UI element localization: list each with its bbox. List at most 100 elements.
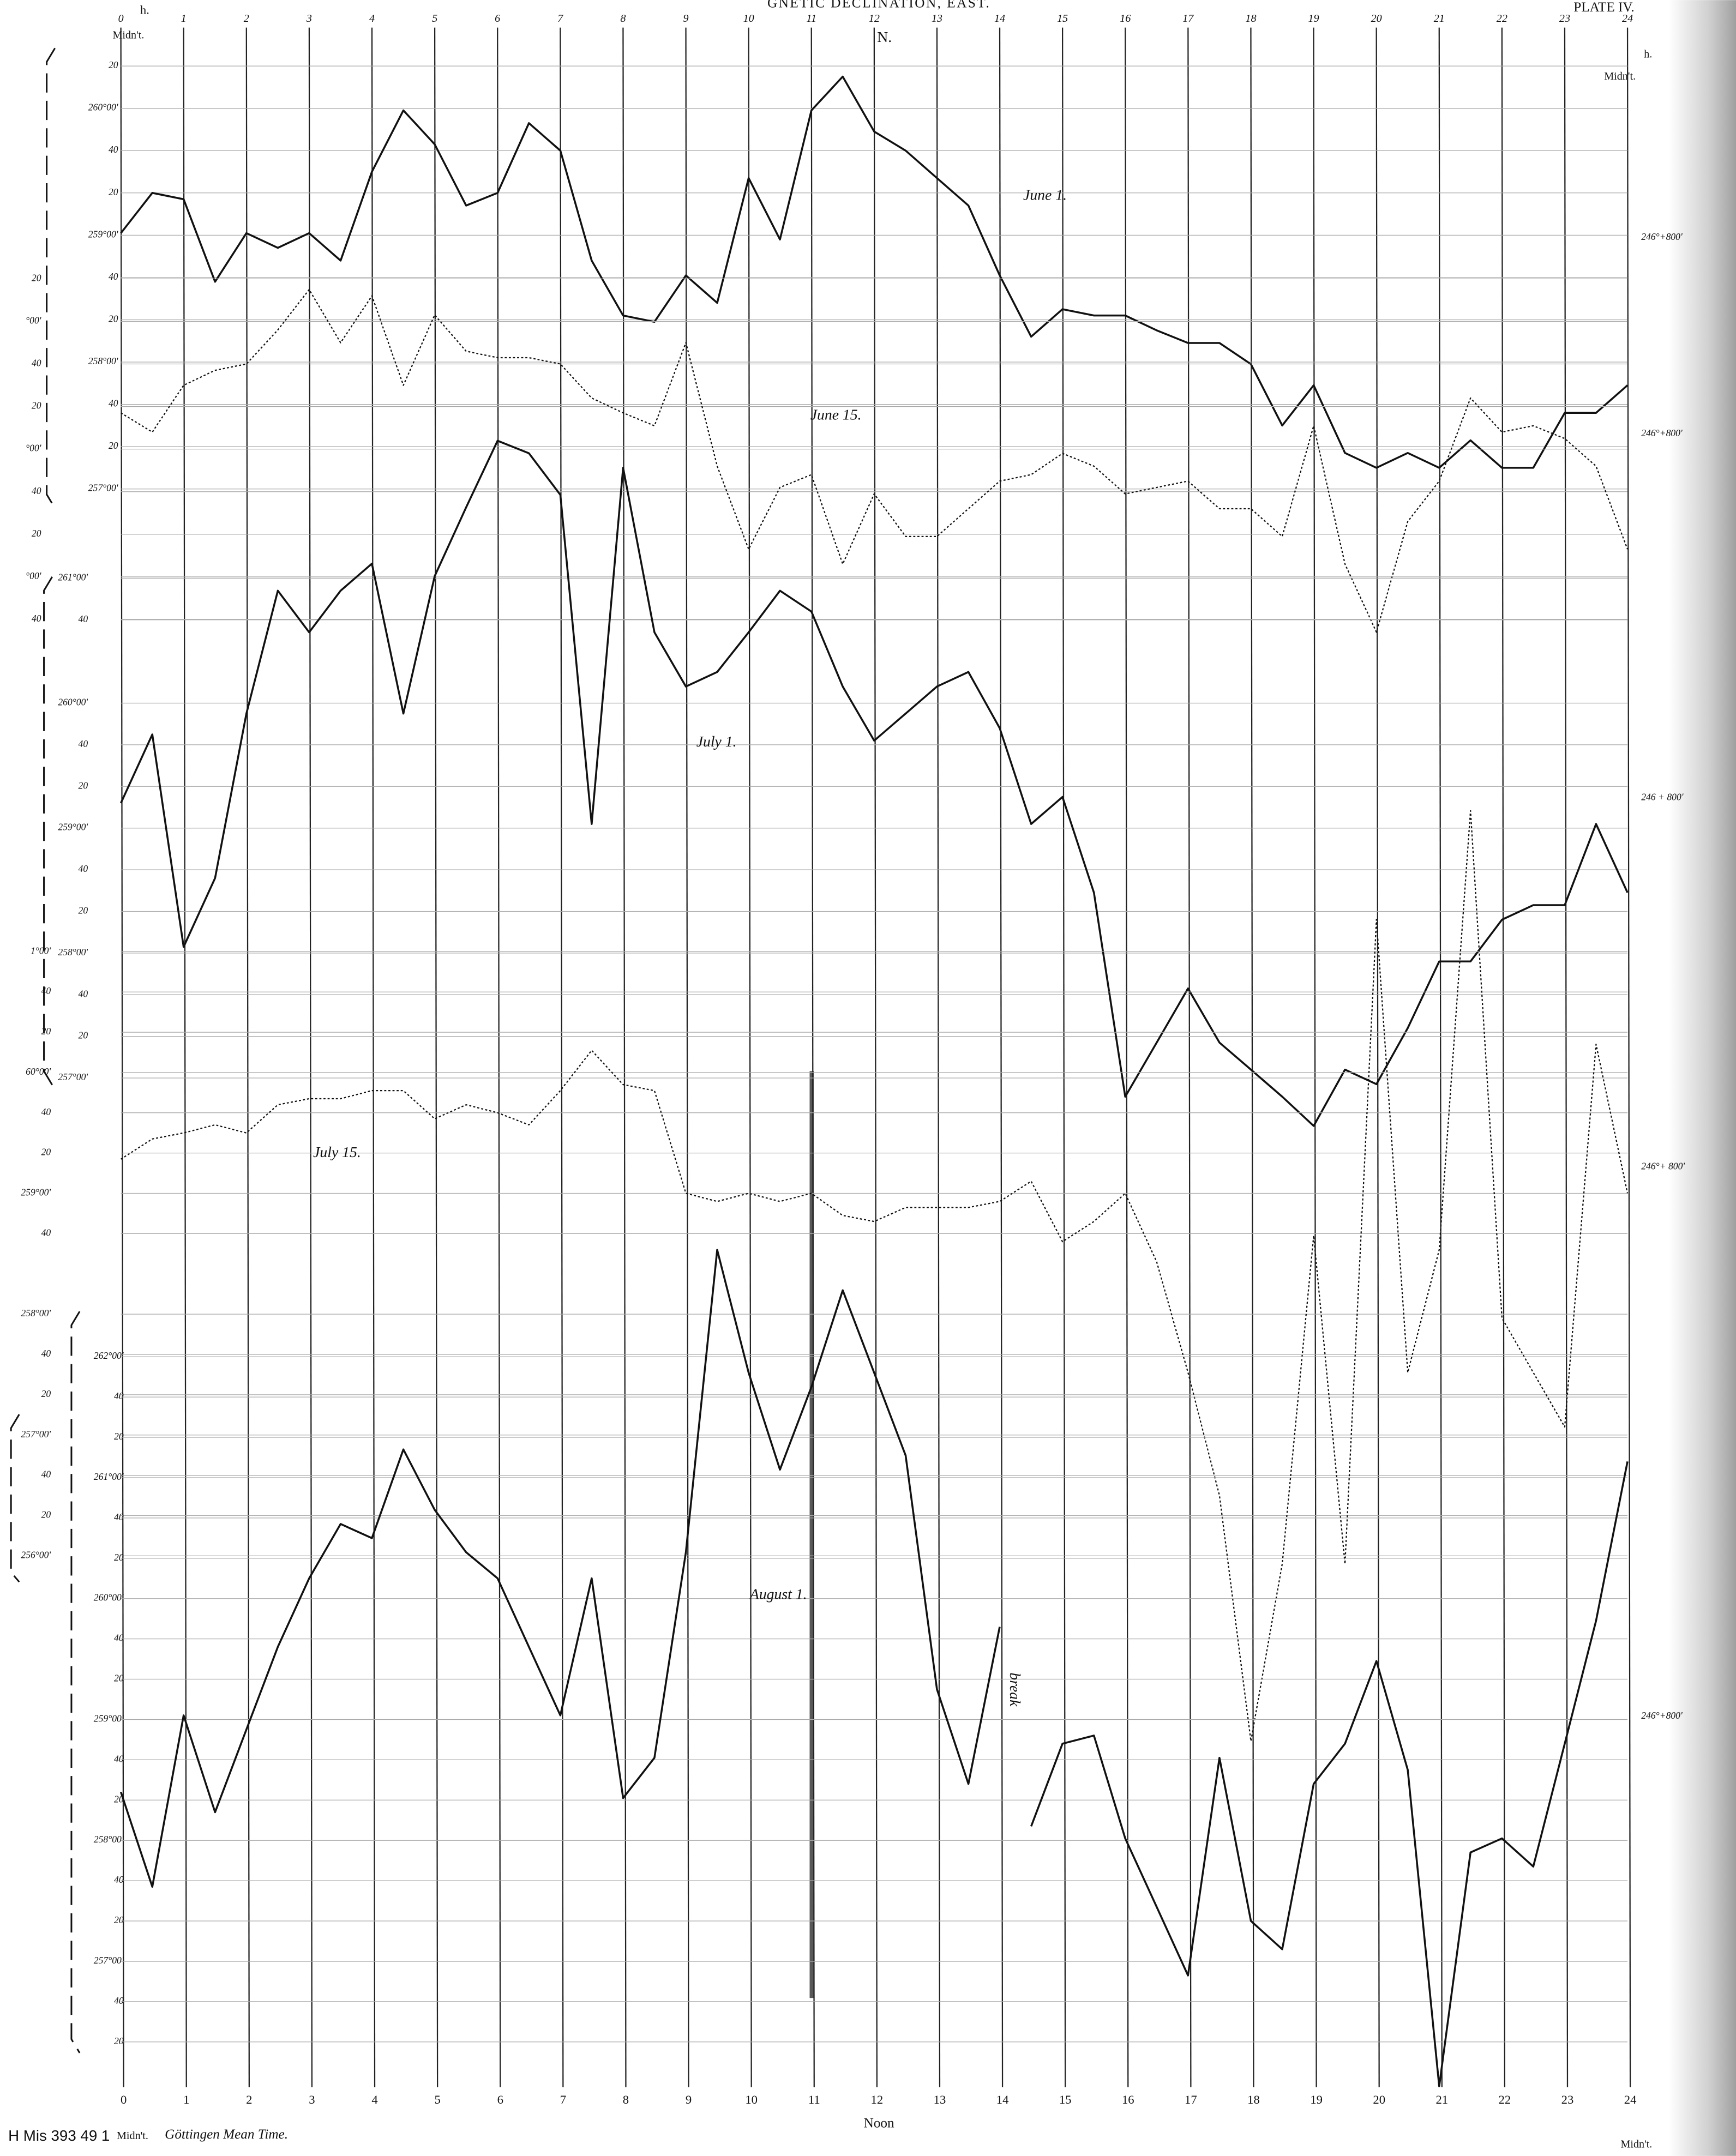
- hour-line: [245, 27, 250, 2087]
- hour-line: [873, 27, 878, 2087]
- x-tick-label: 0: [118, 13, 124, 25]
- x-tick-label: 23: [1559, 13, 1570, 25]
- x-tick-label: 4: [369, 13, 375, 25]
- y-tick-label: 20: [32, 528, 41, 539]
- y-tick-label: 259°00': [58, 822, 88, 833]
- y-tick-label: 258°00': [58, 947, 88, 957]
- x-tick-label: 16: [1122, 2093, 1134, 2106]
- x-tick-label: 2: [244, 13, 249, 25]
- x-tick-label: 1: [183, 2093, 189, 2106]
- y-tick-label: 20: [114, 1914, 124, 1925]
- y-tick-label: 256°00': [21, 1549, 51, 1560]
- hour-line: [371, 27, 376, 2087]
- x-tick-label: 8: [623, 2093, 629, 2106]
- y-tick-label: 257°00': [88, 483, 118, 493]
- bracket: [46, 47, 56, 509]
- y-tick-label: °00': [26, 315, 41, 326]
- hour-line: [748, 27, 752, 2087]
- reference-label: 246°+800': [1641, 427, 1683, 438]
- x-tick-label: 7: [560, 2093, 566, 2106]
- series-label: June 1.: [1023, 186, 1067, 203]
- y-tick-label: 257°00': [21, 1429, 51, 1440]
- y-tick-label: 261°00': [94, 1471, 124, 1482]
- bracket: [70, 1311, 81, 2053]
- hour-line: [1375, 27, 1380, 2087]
- y-tick-label: 40: [32, 485, 41, 496]
- hour-line: [1313, 27, 1317, 2087]
- declination-line: [121, 288, 1629, 633]
- hour-line: [1125, 27, 1129, 2087]
- y-tick-label: 40: [114, 1511, 124, 1522]
- x-tick-label: 4: [371, 2093, 377, 2106]
- y-tick-label: 20: [114, 1431, 124, 1442]
- scan-edge: [1668, 0, 1736, 2156]
- y-tick-label: 258°00': [21, 1308, 51, 1318]
- x-tick-label: 18: [1247, 2093, 1260, 2106]
- hour-line: [1501, 27, 1506, 2087]
- series-label: July 1.: [696, 733, 737, 750]
- scale-brackets: [10, 47, 81, 2053]
- x-tick-label: 2: [246, 2093, 252, 2106]
- x-tick-label: 13: [934, 2093, 946, 2106]
- x-tick-label: 10: [745, 2093, 758, 2106]
- x-tick-label: 22: [1497, 13, 1507, 25]
- y-tick-label: 20: [114, 1673, 124, 1684]
- y-tick-label: 40: [41, 1469, 51, 1480]
- y-tick-label: 40: [114, 1390, 124, 1401]
- x-tick-label: 20: [1373, 2093, 1385, 2106]
- x-tick-label: 24: [1622, 13, 1633, 25]
- midnight-label: Midn't.: [117, 2130, 148, 2142]
- y-tick-label: 257°00': [58, 1071, 88, 1082]
- y-tick-label: °00': [26, 570, 41, 581]
- hour-line: [1438, 27, 1443, 2087]
- x-tick-label: 12: [869, 13, 880, 25]
- y-tick-label: 257°00': [94, 1955, 124, 1966]
- y-tick-label: 258°00': [94, 1834, 124, 1845]
- x-tick-label: 6: [497, 2093, 503, 2106]
- x-tick-label: 14: [994, 13, 1005, 25]
- y-tick-label: 40: [32, 613, 41, 624]
- y-tick-label: 40: [114, 1633, 124, 1643]
- y-tick-label: 40: [41, 1106, 51, 1117]
- y-tick-label: 40: [79, 863, 88, 874]
- x-tick-label: 15: [1059, 2093, 1072, 2106]
- reference-label: 246°+800': [1641, 1710, 1683, 1721]
- x-tick-label: 13: [932, 13, 942, 25]
- series-label: June 15.: [810, 406, 862, 423]
- y-tick-label: 259°00': [88, 228, 118, 239]
- x-tick-label: 9: [683, 13, 688, 25]
- hour-line: [810, 27, 815, 2087]
- y-tick-label: 40: [41, 985, 51, 996]
- declination-line: [119, 439, 1629, 1127]
- y-tick-label: 20: [32, 272, 41, 283]
- x-tick-label: 9: [686, 2093, 692, 2106]
- plate-number: PLATE IV.: [1573, 0, 1634, 15]
- x-tick-label: 8: [620, 13, 626, 25]
- hour-line: [936, 27, 941, 2087]
- hour-unit: h.: [140, 3, 149, 17]
- y-tick-label: 20: [109, 59, 118, 70]
- x-tick-label: 19: [1310, 2093, 1323, 2106]
- y-tick-label: 260°00': [88, 102, 118, 113]
- y-tick-label: 262°00': [94, 1350, 124, 1361]
- hour-line: [497, 27, 501, 2087]
- y-tick-label: 20: [114, 1552, 124, 1563]
- reference-label: 246°+800': [1641, 231, 1683, 242]
- declination-line: [120, 75, 1629, 469]
- y-tick-label: 20: [109, 186, 118, 197]
- y-tick-label: 260°00': [58, 697, 88, 708]
- y-tick-label: 20: [114, 2035, 124, 2046]
- x-tick-label: 10: [743, 13, 754, 25]
- x-tick-label: 21: [1434, 13, 1445, 25]
- x-tick-label: 11: [806, 13, 816, 25]
- y-tick-label: 20: [41, 1388, 51, 1399]
- hour-line: [1564, 27, 1569, 2087]
- x-tick-label: 6: [495, 13, 500, 25]
- hour-line: [1626, 27, 1631, 2087]
- hour-line: [622, 27, 627, 2087]
- series-label: July 15.: [313, 1143, 361, 1160]
- y-tick-label: 20: [79, 1030, 88, 1041]
- y-tick-label: 260°00': [94, 1592, 124, 1603]
- x-tick-label: 5: [432, 13, 437, 25]
